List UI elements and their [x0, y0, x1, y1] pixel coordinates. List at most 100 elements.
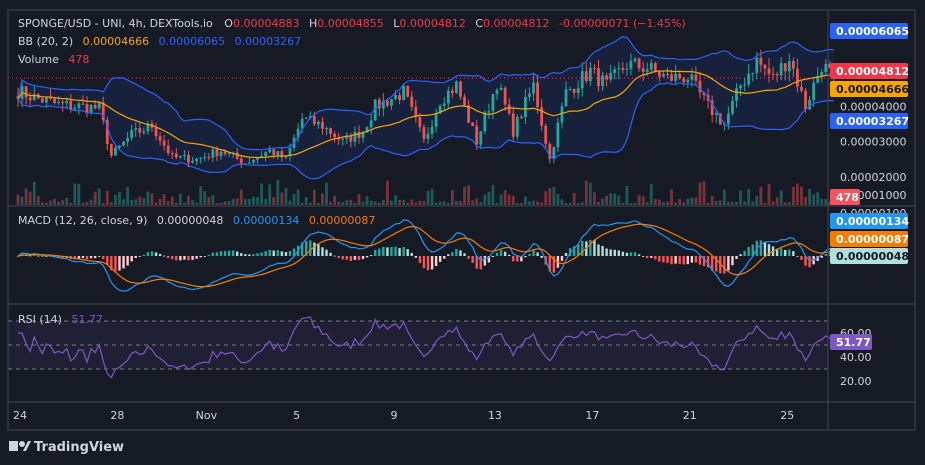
candle[interactable]	[381, 92, 385, 117]
candle[interactable]	[122, 140, 125, 147]
candle[interactable]	[178, 155, 182, 160]
candle[interactable]	[227, 151, 231, 158]
candle[interactable]	[812, 77, 816, 107]
last-price-tag[interactable]: 0.00004812	[830, 63, 909, 79]
candle[interactable]	[576, 80, 580, 99]
candle[interactable]	[487, 103, 491, 120]
candle[interactable]	[73, 104, 77, 110]
candle[interactable]	[402, 83, 406, 101]
bb-legend[interactable]: BB (20, 2) 0.00004666 0.00006065 0.00003…	[18, 35, 301, 48]
candle[interactable]	[166, 139, 170, 156]
candle[interactable]	[211, 146, 215, 163]
candle[interactable]	[325, 126, 328, 136]
candle[interactable]	[816, 67, 820, 84]
candle[interactable]	[158, 131, 162, 146]
candle[interactable]	[329, 127, 332, 139]
candle[interactable]	[40, 97, 44, 104]
candle[interactable]	[503, 86, 507, 112]
candle[interactable]	[398, 92, 401, 105]
candle[interactable]	[195, 157, 199, 166]
candle[interactable]	[345, 132, 349, 144]
candle[interactable]	[601, 71, 604, 91]
candle[interactable]	[349, 132, 353, 148]
candle[interactable]	[77, 101, 81, 115]
candle[interactable]	[418, 113, 422, 133]
candle[interactable]	[674, 65, 678, 84]
candle[interactable]	[609, 64, 613, 83]
rsi-value-tag[interactable]: 51.77	[830, 334, 872, 350]
candle[interactable]	[219, 150, 223, 160]
volume-legend[interactable]: Volume 478	[18, 53, 89, 66]
candle[interactable]	[580, 62, 584, 97]
candle[interactable]	[239, 154, 243, 169]
macd-signal-tag[interactable]: 0.00000087	[830, 231, 909, 247]
bb-basis-tag[interactable]: 0.00004666	[830, 81, 909, 97]
candle[interactable]	[544, 123, 548, 149]
rsi-legend[interactable]: RSI (14) 51.77	[18, 313, 103, 326]
candle[interactable]	[463, 93, 466, 107]
candle[interactable]	[142, 127, 146, 135]
candle[interactable]	[410, 91, 414, 111]
candle[interactable]	[32, 86, 36, 101]
candle[interactable]	[353, 126, 357, 147]
candle[interactable]	[199, 157, 203, 164]
candle[interactable]	[621, 61, 625, 74]
candle[interactable]	[85, 96, 89, 118]
candle[interactable]	[459, 80, 462, 100]
candle[interactable]	[109, 143, 113, 158]
candle[interactable]	[471, 122, 475, 126]
candle[interactable]	[629, 53, 633, 75]
candle[interactable]	[174, 148, 178, 160]
candle[interactable]	[779, 57, 783, 80]
candle[interactable]	[341, 137, 345, 146]
candle[interactable]	[28, 92, 32, 107]
candle[interactable]	[101, 96, 105, 125]
candle[interactable]	[532, 73, 535, 102]
candle[interactable]	[552, 146, 556, 164]
candle[interactable]	[479, 130, 483, 150]
bb-lower-tag[interactable]: 0.00003267	[830, 113, 909, 129]
candle[interactable]	[276, 151, 280, 160]
candle[interactable]	[536, 74, 540, 114]
candle[interactable]	[617, 62, 621, 80]
candle[interactable]	[568, 86, 572, 91]
macd-hist-tag[interactable]: 0.00000048	[830, 248, 909, 264]
candle[interactable]	[475, 119, 479, 150]
candle[interactable]	[434, 108, 438, 133]
candle[interactable]	[556, 117, 560, 153]
candle[interactable]	[390, 98, 393, 110]
candle[interactable]	[154, 122, 158, 141]
candle[interactable]	[572, 88, 576, 99]
candle[interactable]	[24, 85, 28, 105]
candle[interactable]	[731, 96, 734, 116]
candle[interactable]	[824, 59, 828, 76]
candle[interactable]	[252, 159, 255, 165]
candle[interactable]	[467, 99, 470, 124]
candle[interactable]	[524, 88, 527, 124]
candle[interactable]	[787, 53, 791, 82]
macd-pane[interactable]	[16, 219, 836, 292]
candle[interactable]	[808, 96, 811, 110]
candle[interactable]	[316, 120, 320, 129]
candle[interactable]	[775, 71, 779, 82]
candle[interactable]	[126, 131, 130, 147]
candle[interactable]	[422, 124, 426, 143]
candle[interactable]	[406, 85, 410, 98]
rsi-pane[interactable]	[8, 316, 835, 379]
candle[interactable]	[264, 151, 268, 162]
candle[interactable]	[105, 116, 109, 151]
candle[interactable]	[726, 106, 730, 130]
candle[interactable]	[61, 98, 65, 112]
candle[interactable]	[637, 57, 641, 72]
candle[interactable]	[625, 62, 629, 77]
candle[interactable]	[321, 117, 324, 135]
candle[interactable]	[686, 77, 690, 89]
candle[interactable]	[207, 153, 211, 161]
candle[interactable]	[97, 101, 101, 111]
candle[interactable]	[649, 59, 653, 74]
candle[interactable]	[53, 97, 56, 105]
candle[interactable]	[146, 120, 150, 135]
candle[interactable]	[191, 156, 194, 164]
candle[interactable]	[694, 66, 698, 86]
candle[interactable]	[751, 72, 755, 82]
